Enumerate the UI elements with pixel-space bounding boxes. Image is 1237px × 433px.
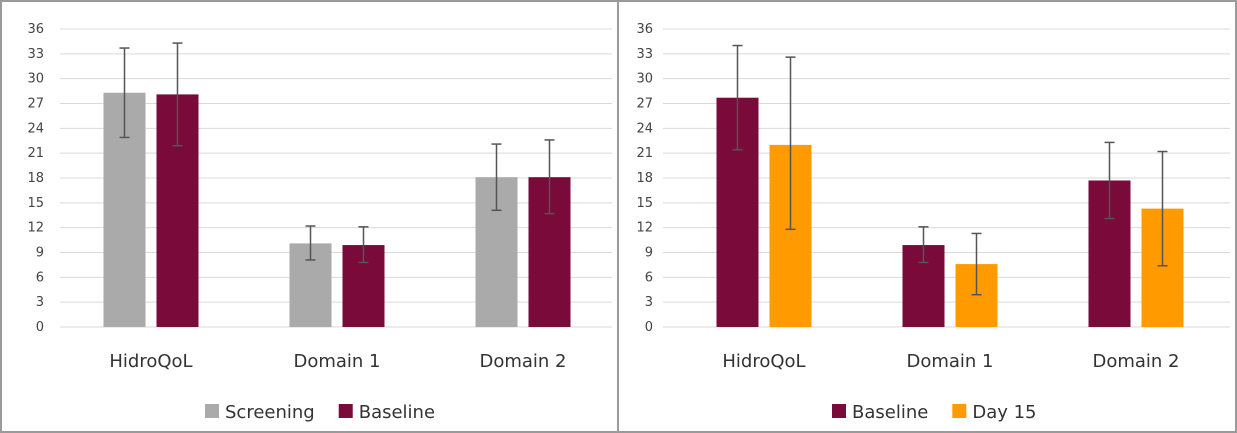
y-tick-label-24: 24: [636, 121, 653, 136]
y-tick-label-24: 24: [27, 121, 44, 136]
legend-swatch-screening: [205, 404, 219, 418]
legend-label-baseline: Baseline: [852, 402, 928, 423]
panel-divider: [617, 0, 619, 433]
legend-label-baseline: Baseline: [359, 402, 435, 423]
x-category-label-domain-2: Domain 2: [479, 351, 566, 372]
y-tick-label-21: 21: [27, 146, 44, 161]
y-tick-label-12: 12: [636, 221, 653, 236]
legend-swatch-baseline: [832, 404, 846, 418]
x-category-label-domain-2: Domain 2: [1092, 351, 1179, 372]
x-category-label-hidroqol: HidroQoL: [722, 351, 805, 372]
y-tick-label-6: 6: [36, 270, 44, 285]
y-tick-label-27: 27: [27, 97, 44, 112]
y-tick-label-36: 36: [27, 22, 44, 37]
y-tick-label-21: 21: [636, 146, 653, 161]
y-tick-label-36: 36: [636, 22, 653, 37]
y-tick-label-33: 33: [636, 47, 653, 62]
x-category-label-hidroqol: HidroQoL: [109, 351, 192, 372]
y-tick-label-27: 27: [636, 97, 653, 112]
legend-swatch-day-15: [952, 404, 967, 418]
y-tick-label-3: 3: [645, 295, 653, 310]
y-tick-label-18: 18: [636, 171, 653, 186]
y-tick-label-33: 33: [27, 47, 44, 62]
legend-swatch-baseline: [338, 404, 353, 418]
y-tick-label-0: 0: [36, 320, 44, 335]
y-tick-label-18: 18: [27, 171, 44, 186]
y-tick-label-30: 30: [27, 72, 44, 87]
y-tick-label-0: 0: [645, 320, 653, 335]
y-tick-label-12: 12: [27, 221, 44, 236]
x-category-label-domain-1: Domain 1: [906, 351, 993, 372]
y-tick-label-6: 6: [645, 270, 653, 285]
x-category-label-domain-1: Domain 1: [293, 351, 380, 372]
legend-label-screening: Screening: [225, 402, 315, 423]
y-tick-label-3: 3: [36, 295, 44, 310]
y-tick-label-9: 9: [36, 246, 44, 261]
legend-label-day-15: Day 15: [972, 402, 1036, 423]
y-tick-label-9: 9: [645, 246, 653, 261]
y-tick-label-15: 15: [636, 196, 653, 211]
y-tick-label-30: 30: [636, 72, 653, 87]
y-tick-label-15: 15: [27, 196, 44, 211]
